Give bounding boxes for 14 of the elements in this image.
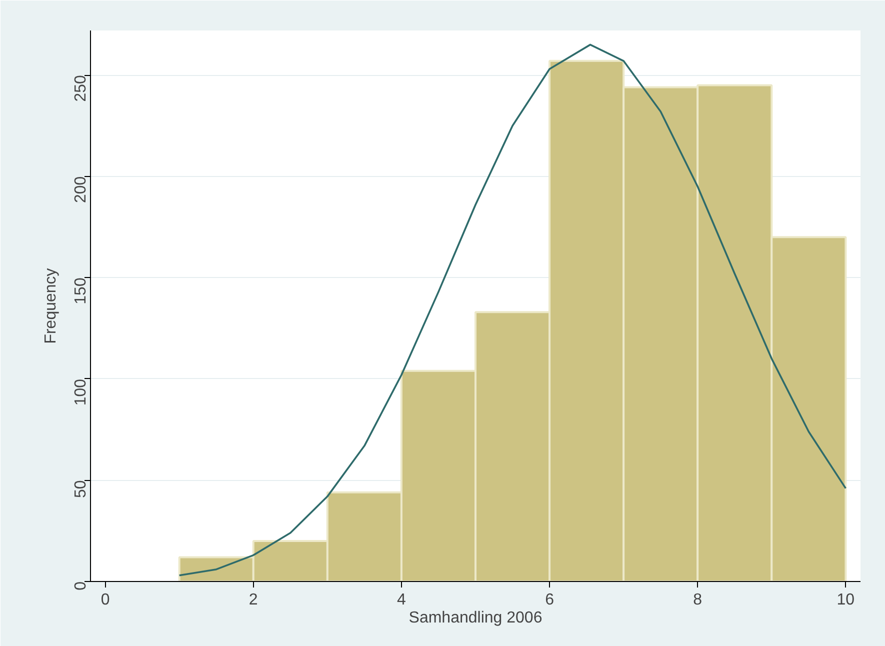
x-tick-label: 0 (100, 592, 110, 608)
y-tick-label: 200 (72, 176, 90, 204)
y-tick-label: 100 (72, 378, 90, 406)
x-tick-label: 6 (545, 592, 554, 608)
y-tick-label: 150 (72, 278, 90, 304)
x-axis-title: Samhandling 2006 (408, 610, 542, 626)
x-tick-label: 2 (248, 592, 258, 608)
x-tick-label: 4 (397, 592, 406, 608)
y-tick-label: 250 (72, 74, 90, 102)
y-tick-label: 0 (72, 581, 90, 590)
y-tick-label: 50 (72, 480, 90, 498)
x-tick-label: 8 (693, 592, 702, 608)
x-tick-label: 10 (836, 592, 855, 608)
y-axis-title: Frequency (42, 268, 60, 344)
